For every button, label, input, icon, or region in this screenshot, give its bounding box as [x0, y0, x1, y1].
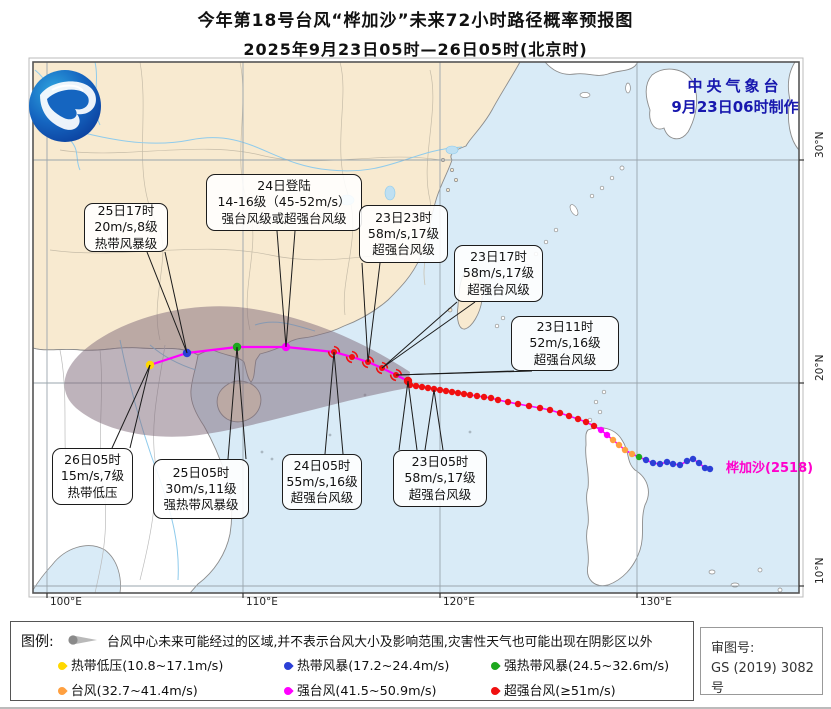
callout-line: 23日17时: [470, 249, 527, 265]
legend-title: 图例:: [21, 634, 54, 650]
legend-item: 强台风(41.5~50.9m/s): [282, 680, 437, 699]
callout-line: 强热带风暴级: [163, 497, 239, 513]
legend-item-label: 热带低压(10.8~17.1m/s): [71, 659, 224, 674]
callout-c2: 24日登陆 14-16级（45-52m/s） 强台风级或超强台风级: [206, 174, 362, 231]
producer-agency: 中央气象台: [687, 77, 783, 95]
legend-box: 图例: 台风中心未来可能经过的区域,并不表示台风大小及影响范围,灾害性天气也可能…: [10, 621, 694, 701]
batanes-islets: [587, 389, 607, 423]
callout-c9: 23日05时 58m/s,17级 超强台风级: [393, 450, 487, 507]
callout-line: 52m/s,16级: [529, 335, 601, 351]
zhejiang-islets: [441, 158, 458, 192]
callout-c8: 24日05时 55m/s,16级 超强台风级: [282, 454, 362, 510]
cone-icon: [68, 635, 97, 645]
map-outer-frame: [28, 57, 804, 598]
storm-name-label: 桦加沙(2518): [726, 461, 814, 476]
title-block: 今年第18号台风“桦加沙”未来72小时路径概率预报图 2025年9月23日05时…: [0, 6, 831, 60]
legend-item: 热带风暴(17.2~24.4m/s): [282, 655, 450, 674]
callout-line: 超强台风级: [467, 281, 530, 297]
callout-line: 25日05时: [172, 464, 230, 480]
legend-item-label: 台风(32.7~41.4m/s): [71, 684, 198, 699]
callout-c4: 23日17时 58m/s,17级 超强台风级: [454, 245, 543, 302]
callout-line: 26日05时: [64, 452, 121, 468]
callout-line: 14-16级（45-52m/s）: [217, 194, 351, 210]
japan-edge: [787, 62, 799, 151]
callout-line: 24日05时: [293, 457, 351, 473]
lat-label: 20°N: [814, 354, 826, 381]
luzon-island: [585, 427, 649, 587]
legend-item-label: 超强台风(≥51m/s): [504, 684, 616, 699]
callout-line: 热带风暴级: [94, 235, 158, 251]
legend-cone-note: 台风中心未来可能经过的区域,并不表示台风大小及影响范围,灾害性天气也可能出现在阴…: [107, 635, 653, 650]
legend-item-label: 热带风暴(17.2~24.4m/s): [297, 659, 450, 674]
callout-c6: 26日05时 15m/s,7级 热带低压: [52, 448, 133, 505]
callout-line: 超强台风级: [372, 242, 435, 258]
korea-coast: [544, 62, 639, 76]
callout-line: 55m/s,16级: [286, 473, 358, 489]
callout-line: 30m/s,11级: [165, 480, 237, 496]
approval-box: 审图号: GS (2019) 3082号: [700, 627, 823, 696]
producer-watermark: 中央气象台 9月23日06时制作: [655, 76, 815, 118]
probability-cone: [64, 306, 410, 437]
tsushima-island: [625, 82, 631, 94]
legend-item: 热带低压(10.8~17.1m/s): [56, 655, 224, 674]
lon-label: 100°E: [50, 596, 82, 608]
legend-dot-icon: [56, 660, 68, 672]
map-frame: [32, 61, 800, 594]
approval-number: GS (2019) 3082号: [711, 661, 814, 696]
callout-line: 58m/s,17级: [462, 265, 535, 281]
map-base: [33, 62, 799, 593]
legend-dot-icon: [282, 660, 294, 672]
callout-line: 热带低压: [67, 484, 118, 500]
callout-c1: 25日17时 20m/s,8级 热带风暴级: [84, 203, 168, 252]
callout-line: 超强台风级: [290, 490, 354, 506]
callout-line: 强台风级或超强台风级: [221, 210, 347, 226]
legend-item: 台风(32.7~41.4m/s): [56, 680, 198, 699]
callout-line: 58m/s,17级: [367, 225, 440, 241]
legend-dot-icon: [489, 685, 501, 697]
callout-line: 超强台风级: [408, 486, 472, 502]
lat-label: 30°N: [814, 131, 826, 158]
legend-item: 强热带风暴(24.5~32.6m/s): [489, 655, 670, 674]
lon-label: 110°E: [246, 596, 278, 608]
callout-line: 20m/s,8级: [94, 219, 158, 235]
legend-item-label: 强热带风暴(24.5~32.6m/s): [504, 659, 670, 674]
callout-c3: 23日23时 58m/s,17级 超强台风级: [359, 205, 448, 263]
axis-ticks: [46, 159, 804, 598]
legend-dot-icon: [489, 660, 501, 672]
callout-line: 23日05时: [411, 454, 469, 470]
callout-line: 25日17时: [97, 203, 155, 219]
cma-logo: [29, 70, 101, 142]
lat-label: 10°N: [814, 557, 826, 584]
lon-label: 130°E: [640, 596, 672, 608]
page-subtitle: 2025年9月23日05时—26日05时(北京时): [243, 40, 588, 59]
kyushu-island: [645, 68, 698, 140]
callout-line: 23日11时: [536, 319, 594, 335]
jeju-island: [579, 92, 591, 98]
callout-line: 24日登陆: [257, 178, 311, 194]
page-title: 今年第18号台风“桦加沙”未来72小时路径概率预报图: [197, 11, 634, 31]
approval-label: 审图号:: [711, 641, 755, 656]
gulf-of-thailand: [33, 545, 121, 593]
callout-c5: 23日11时 52m/s,16级 超强台风级: [511, 316, 619, 371]
legend-item: 超强台风(≥51m/s): [489, 680, 616, 699]
callout-line: 23日23时: [375, 209, 432, 225]
legend-item-label: 强台风(41.5~50.9m/s): [297, 684, 437, 699]
legend-dot-icon: [282, 685, 294, 697]
producer-time: 9月23日06时制作: [671, 98, 799, 116]
callout-leaders: [111, 230, 533, 460]
callout-line: 超强台风级: [533, 351, 597, 367]
callout-line: 58m/s,17级: [404, 470, 476, 486]
callout-line: 15m/s,7级: [60, 468, 125, 484]
callout-c7: 25日05时 30m/s,11级 强热带风暴级: [153, 459, 249, 519]
legend-dot-icon: [56, 685, 68, 697]
southeast-islets: [708, 567, 783, 593]
lon-label: 120°E: [443, 596, 475, 608]
